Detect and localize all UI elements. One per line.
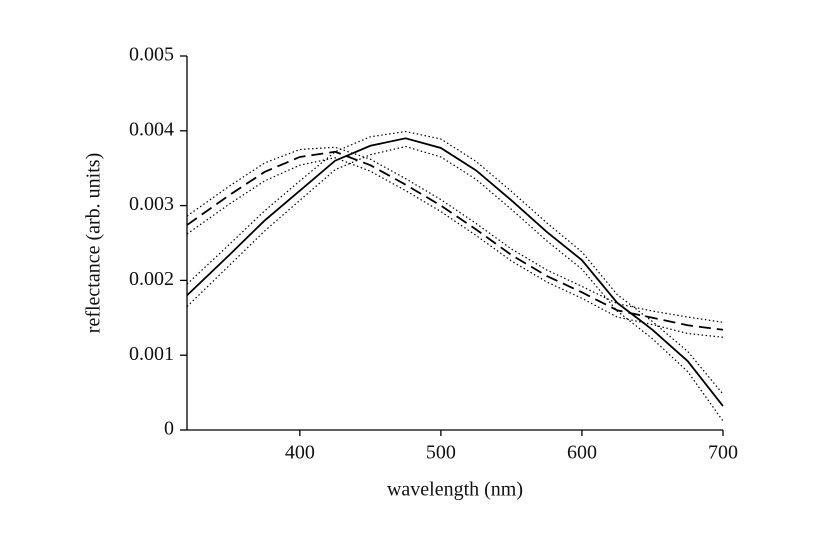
y-tick-label: 0.002 xyxy=(129,268,174,290)
series-line xyxy=(186,145,724,422)
x-axis-label: wavelength (nm) xyxy=(387,479,523,501)
series-line xyxy=(186,146,724,323)
series-line xyxy=(186,157,724,338)
x-tick-label: 400 xyxy=(285,442,315,464)
y-axis-label: reflectance (arb. units) xyxy=(83,153,105,333)
y-tick-label: 0 xyxy=(164,418,174,440)
x-tick-label: 500 xyxy=(426,442,456,464)
y-tick-label: 0.004 xyxy=(129,118,174,140)
y-tick-label: 0.005 xyxy=(129,44,174,66)
x-tick-label: 600 xyxy=(567,442,597,464)
series-line xyxy=(186,150,724,331)
y-tick-label: 0.003 xyxy=(129,193,174,215)
series-line xyxy=(186,137,724,407)
x-tick-label: 700 xyxy=(708,442,738,464)
y-tick-label: 0.001 xyxy=(129,343,174,365)
